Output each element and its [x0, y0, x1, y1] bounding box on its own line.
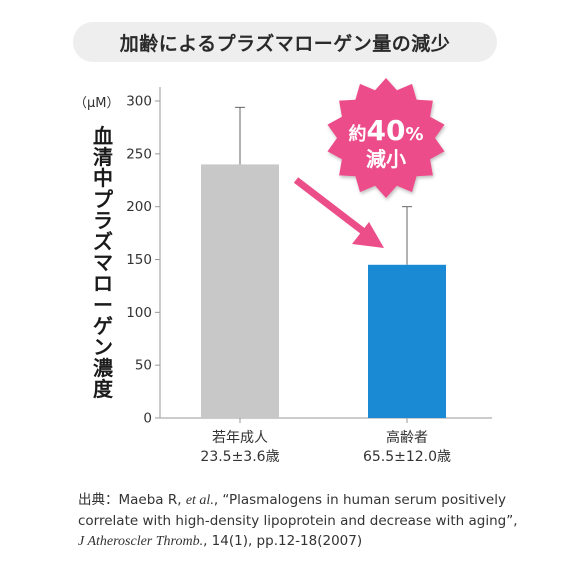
y-tick-label: 0: [143, 411, 152, 427]
citation: 出典：Maeba R, et al., “Plasmalogens in hum…: [78, 490, 518, 552]
citation-volume: , 14(1), pp.12-18(2007): [203, 533, 363, 549]
x-tick-label: 高齢者: [386, 429, 428, 446]
y-unit-label: （μM）: [74, 96, 120, 111]
chart-title: 加齢によるプラズマローゲン量の減少: [73, 22, 497, 62]
y-tick-label: 300: [126, 94, 152, 110]
x-tick-sublabel: 23.5±3.6歳: [200, 449, 279, 465]
bar: [368, 264, 446, 418]
reduction-badge-star: [327, 78, 445, 198]
y-tick-label: 250: [126, 146, 152, 162]
citation-prefix: 出典：Maeba R,: [78, 492, 186, 508]
reduction-badge-percent: 約40%: [348, 114, 423, 147]
reduction-badge-label: 減小: [366, 147, 406, 171]
y-axis-label: 血清中プラズマローゲン濃度: [93, 124, 114, 401]
bar: [201, 164, 279, 418]
x-tick-sublabel: 65.5±12.0歳: [363, 449, 451, 465]
decrease-arrow-head: [352, 222, 384, 248]
y-tick-label: 150: [126, 252, 152, 268]
decrease-arrow-shaft: [293, 177, 367, 235]
y-tick-label: 50: [135, 358, 152, 374]
citation-journal: J Atheroscler Thromb.: [78, 534, 204, 549]
citation-text: , “Plasmalogens in human serum positivel…: [78, 492, 518, 529]
x-tick-label: 若年成人: [212, 430, 268, 446]
y-tick-label: 100: [126, 305, 152, 321]
citation-etal: et al.: [185, 493, 214, 508]
y-tick-label: 200: [126, 199, 152, 215]
